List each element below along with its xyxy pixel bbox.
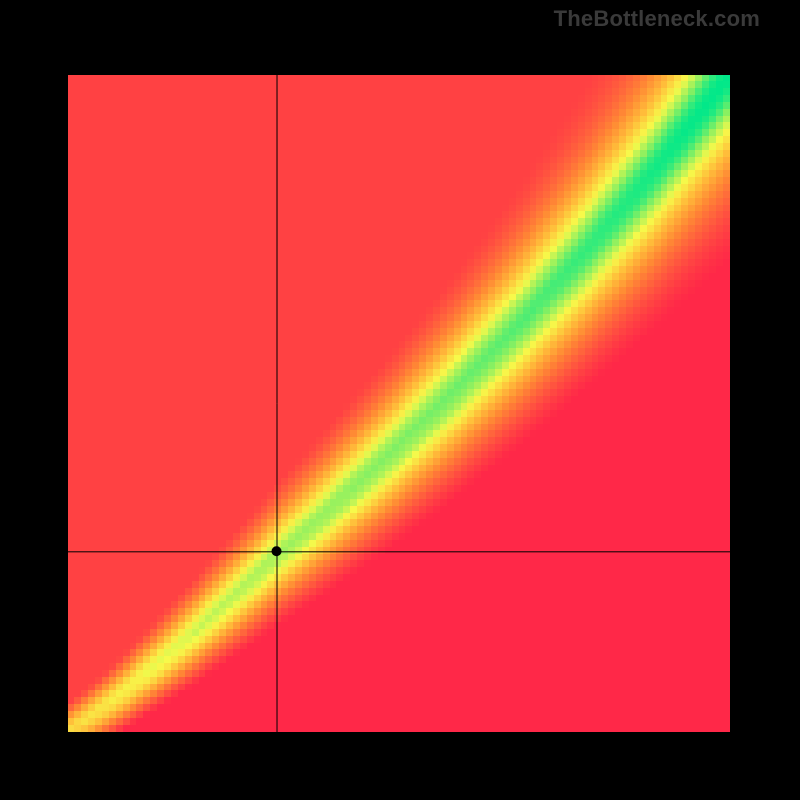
watermark-text: TheBottleneck.com (554, 6, 760, 32)
chart-frame: TheBottleneck.com (0, 0, 800, 800)
bottleneck-heatmap (68, 75, 730, 732)
